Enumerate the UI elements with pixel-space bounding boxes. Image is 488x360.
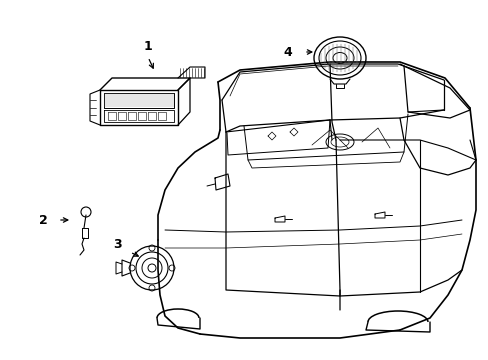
Text: 1: 1 — [143, 40, 152, 54]
Text: 2: 2 — [39, 213, 47, 226]
Text: 4: 4 — [283, 45, 292, 58]
Text: 3: 3 — [113, 238, 122, 252]
